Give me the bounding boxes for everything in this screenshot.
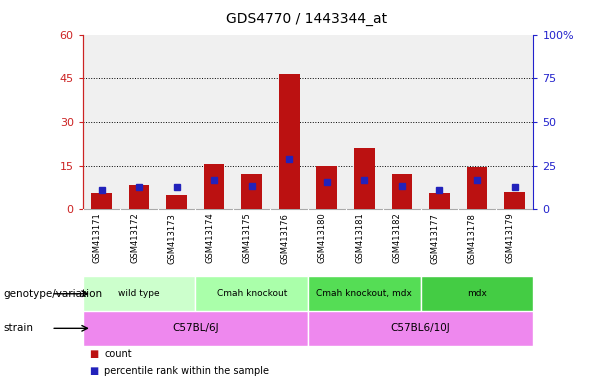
Text: ■: ■	[89, 366, 98, 376]
Bar	[354, 148, 375, 209]
Bar	[392, 174, 412, 209]
Bar	[166, 195, 187, 209]
Text: wild type: wild type	[118, 289, 160, 298]
Bar	[83, 311, 308, 346]
Bar	[242, 174, 262, 209]
Text: GSM413175: GSM413175	[243, 213, 252, 263]
Bar	[129, 185, 150, 209]
Bar	[466, 167, 487, 209]
Text: GSM413177: GSM413177	[430, 213, 440, 263]
Text: count: count	[104, 349, 132, 359]
Bar	[308, 311, 533, 346]
Text: GDS4770 / 1443344_at: GDS4770 / 1443344_at	[226, 12, 387, 25]
Text: genotype/variation: genotype/variation	[3, 289, 102, 299]
Text: Cmah knockout: Cmah knockout	[216, 289, 287, 298]
Text: GSM413178: GSM413178	[468, 213, 477, 263]
Text: GSM413181: GSM413181	[356, 213, 364, 263]
Text: GSM413171: GSM413171	[93, 213, 102, 263]
Text: GSM413173: GSM413173	[167, 213, 177, 263]
Text: GSM413182: GSM413182	[393, 213, 402, 263]
Bar	[279, 74, 300, 209]
Bar	[204, 164, 224, 209]
Text: strain: strain	[3, 323, 33, 333]
Text: mdx: mdx	[467, 289, 487, 298]
Text: percentile rank within the sample: percentile rank within the sample	[104, 366, 269, 376]
Text: GSM413179: GSM413179	[506, 213, 514, 263]
Bar	[308, 276, 421, 311]
Bar	[316, 166, 337, 209]
Text: C57BL6/10J: C57BL6/10J	[391, 323, 451, 333]
Text: GSM413174: GSM413174	[205, 213, 214, 263]
Bar	[504, 192, 525, 209]
Text: C57BL/6J: C57BL/6J	[172, 323, 219, 333]
Text: GSM413180: GSM413180	[318, 213, 327, 263]
Bar	[196, 276, 308, 311]
Text: GSM413172: GSM413172	[130, 213, 139, 263]
Bar	[421, 276, 533, 311]
Bar	[429, 193, 450, 209]
Text: GSM413176: GSM413176	[280, 213, 289, 263]
Text: Cmah knockout, mdx: Cmah knockout, mdx	[316, 289, 413, 298]
Text: ■: ■	[89, 349, 98, 359]
Bar	[83, 276, 196, 311]
Bar	[91, 193, 112, 209]
